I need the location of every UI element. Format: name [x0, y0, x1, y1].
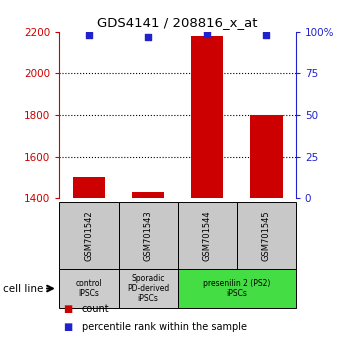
Point [264, 32, 269, 38]
Point [204, 31, 210, 36]
Bar [119, 269, 177, 308]
Text: GSM701543: GSM701543 [143, 210, 153, 261]
Text: Sporadic
PD-derived
iPSCs: Sporadic PD-derived iPSCs [127, 274, 169, 303]
Text: percentile rank within the sample: percentile rank within the sample [82, 322, 246, 332]
Bar [119, 202, 177, 269]
Point [86, 32, 92, 38]
Title: GDS4141 / 208816_x_at: GDS4141 / 208816_x_at [97, 16, 258, 29]
Text: control
IPSCs: control IPSCs [76, 279, 102, 298]
Text: GSM701542: GSM701542 [85, 210, 94, 261]
Text: GSM701544: GSM701544 [203, 210, 212, 261]
Bar [237, 202, 296, 269]
Point [146, 34, 151, 40]
Bar [250, 115, 283, 198]
Bar [177, 269, 296, 308]
Text: GSM701545: GSM701545 [262, 210, 271, 261]
Text: ■: ■ [63, 304, 72, 314]
Bar [132, 192, 164, 198]
Text: ■: ■ [63, 322, 72, 332]
Bar [191, 36, 223, 198]
Text: presenilin 2 (PS2)
iPSCs: presenilin 2 (PS2) iPSCs [203, 279, 270, 298]
Bar [59, 269, 119, 308]
Text: cell line: cell line [3, 284, 44, 293]
Text: count: count [82, 304, 109, 314]
Bar [177, 202, 237, 269]
Bar [59, 202, 119, 269]
Bar [73, 177, 105, 198]
